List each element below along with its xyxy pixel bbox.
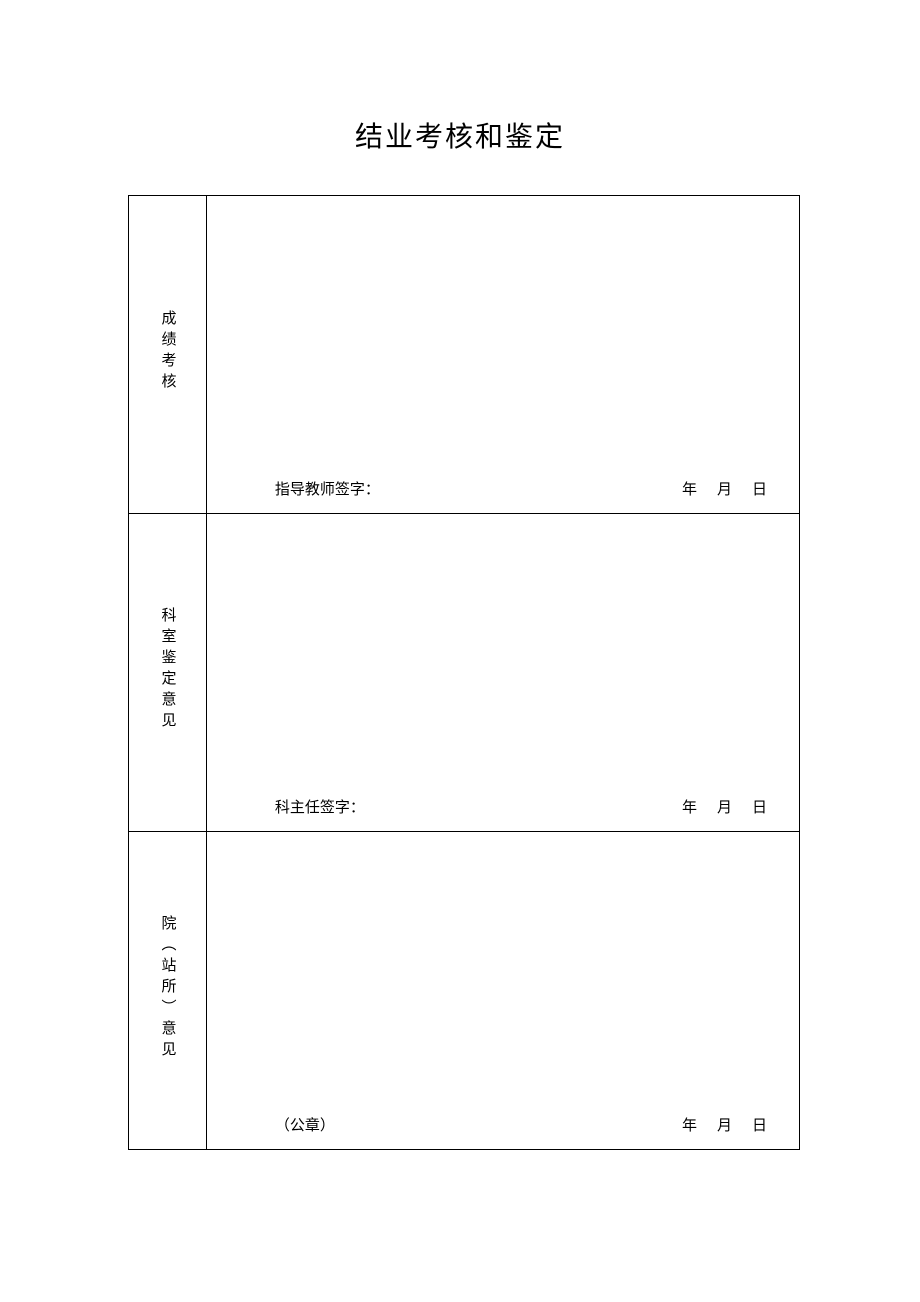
row-label: 科室鉴定意见: [158, 607, 176, 733]
row-content-cell: （公章） 年 月 日: [206, 832, 799, 1150]
row-label: 院︵站所︶意见: [158, 915, 176, 1062]
row-label-cell: 成绩考核: [129, 196, 207, 514]
table-row: 成绩考核 指导教师签字： 年 月 日: [129, 196, 800, 514]
date-month: 月: [717, 800, 732, 816]
date-year: 年: [682, 800, 697, 816]
date-year: 年: [682, 482, 697, 498]
signature-line: （公章） 年 月 日: [207, 1114, 799, 1135]
row-label: 成绩考核: [158, 310, 176, 394]
row-content-cell: 科主任签字： 年 月 日: [206, 514, 799, 832]
date-day: 日: [752, 482, 767, 498]
row-label-cell: 院︵站所︶意见: [129, 832, 207, 1150]
date-day: 日: [752, 800, 767, 816]
signature-line: 科主任签字： 年 月 日: [207, 796, 799, 817]
date-day: 日: [752, 1118, 767, 1134]
evaluation-table: 成绩考核 指导教师签字： 年月日 科室鉴定意见 科主任签字： 年月日 院: [128, 195, 800, 1150]
signature-label: 科主任签字：: [275, 796, 365, 817]
date-field: 年月日: [672, 1114, 777, 1135]
signature-line: 指导教师签字： 年 月 日: [207, 478, 799, 499]
date-field: 年月日: [672, 478, 777, 499]
table-row: 院︵站所︶意见 （公章） 年 月 日: [129, 832, 800, 1150]
signature-label: （公章）: [275, 1114, 335, 1135]
date-month: 月: [717, 1118, 732, 1134]
date-field: 年月日: [672, 796, 777, 817]
date-month: 月: [717, 482, 732, 498]
date-year: 年: [682, 1118, 697, 1134]
row-content-cell: 指导教师签字： 年 月 日: [206, 196, 799, 514]
signature-label: 指导教师签字：: [275, 478, 380, 499]
page-title: 结业考核和鉴定: [0, 0, 920, 195]
row-label-cell: 科室鉴定意见: [129, 514, 207, 832]
table-row: 科室鉴定意见 科主任签字： 年 月 日: [129, 514, 800, 832]
